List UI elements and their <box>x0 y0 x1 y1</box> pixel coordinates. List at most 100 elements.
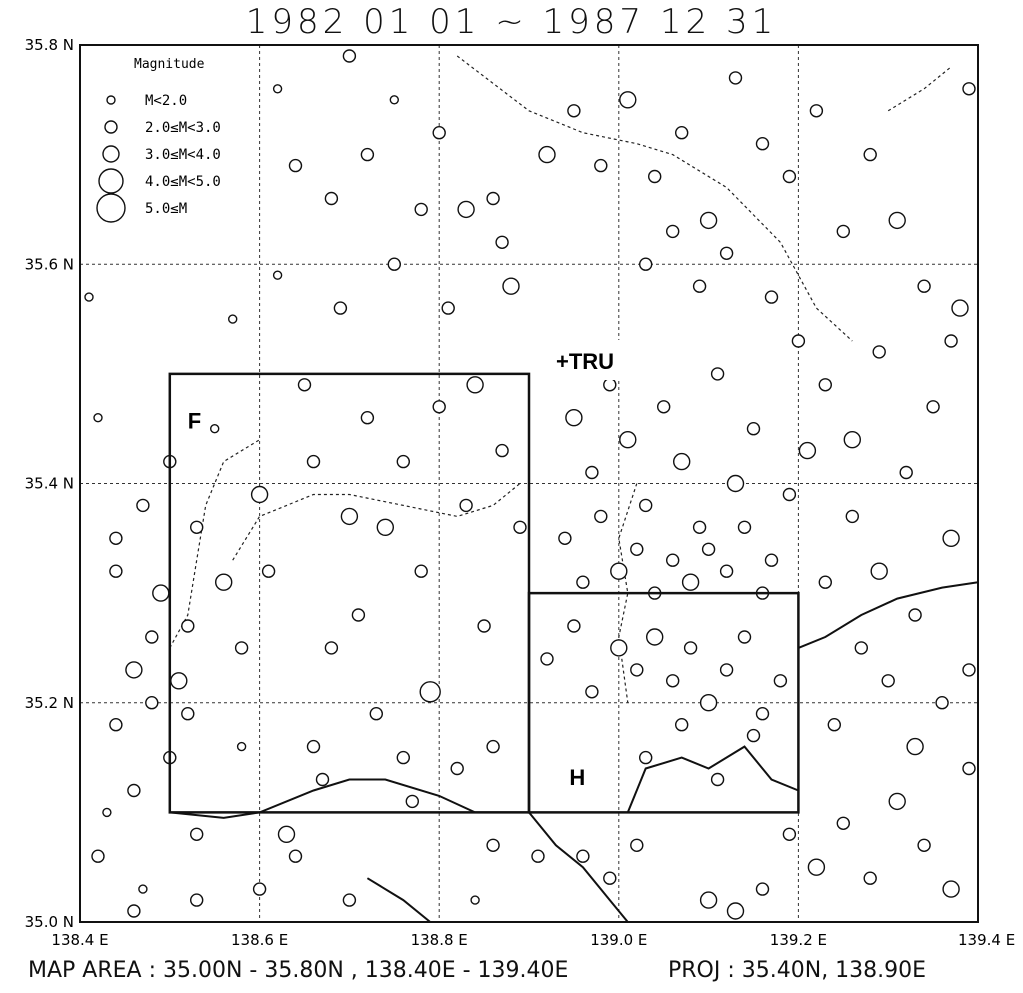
station-label-tru: +TRU <box>556 349 614 374</box>
epicenter-marker <box>181 619 195 633</box>
projection-caption: PROJ : 35.40N, 138.90E <box>668 958 927 983</box>
epicenter-marker <box>342 893 357 907</box>
coastline <box>169 581 979 923</box>
epicenter-marker <box>908 608 922 622</box>
epicenter-marker <box>288 849 303 863</box>
epicenter-marker <box>926 400 940 414</box>
map-border <box>79 44 979 923</box>
epicenter-marker <box>699 694 718 712</box>
epicenter-marker <box>236 741 247 752</box>
epicenter-marker <box>917 838 931 852</box>
epicenter-marker <box>432 400 446 414</box>
epicenter-marker <box>692 279 707 293</box>
epicenter-marker <box>666 553 680 567</box>
epicenter-marker <box>576 849 590 863</box>
epicenter-marker <box>109 718 123 732</box>
epicenter-marker <box>470 895 480 905</box>
region-box-f <box>168 372 531 814</box>
epicenter-marker <box>558 531 572 545</box>
lat-tick-label: 35.2 N <box>25 694 74 712</box>
epicenter-marker <box>576 575 590 589</box>
epicenter-marker <box>764 553 779 567</box>
epicenter-marker <box>324 191 339 206</box>
epicenter-marker <box>333 301 348 315</box>
epicenter-marker <box>782 487 797 502</box>
epicenter-marker <box>646 628 664 646</box>
epicenter-marker <box>234 641 249 655</box>
epicenter-marker <box>486 191 500 206</box>
epicenter-marker <box>701 542 716 556</box>
epicenter-marker <box>189 520 204 534</box>
epicenter-marker <box>818 575 832 589</box>
prefecture-boundary-line <box>618 483 638 703</box>
epicenter-marker <box>657 400 671 414</box>
epicenter-marker <box>962 761 976 776</box>
epicenter-marker <box>630 838 644 852</box>
lon-tick-label: 139.0 E <box>590 931 647 949</box>
epicenter-marker <box>845 509 859 524</box>
lon-tick-label: 139.2 E <box>770 931 827 949</box>
epicenter-marker <box>351 608 366 622</box>
map-frame <box>79 44 979 923</box>
epicenter-marker <box>610 562 628 580</box>
map-title: 1982 01 01 ~ 1987 12 31 <box>245 2 778 42</box>
epicenter-marker <box>189 893 204 907</box>
lat-tick-label: 35.0 N <box>25 913 74 931</box>
prefecture-boundary-line <box>456 55 853 342</box>
epicenter-marker <box>872 345 886 359</box>
epicenter-marker <box>91 849 105 863</box>
epicenter-marker <box>755 136 770 151</box>
epicenter-marker <box>888 792 906 811</box>
epicenter-marker <box>863 871 877 885</box>
epicenter-marker <box>567 619 581 633</box>
prefecture-boundary-line <box>232 483 521 561</box>
epicenter-marker <box>917 279 931 293</box>
epicenter-marker <box>906 737 924 756</box>
coastline-segment <box>528 811 629 923</box>
epicenter-marker <box>585 685 599 699</box>
epicenter-marker <box>181 707 195 721</box>
epicenter-marker <box>675 718 689 732</box>
epicenter-marker <box>138 884 148 894</box>
coastline-segment <box>798 581 979 649</box>
epicenter-marker <box>214 573 233 591</box>
epicenter-marker <box>619 91 637 109</box>
epicenter-marker <box>951 299 969 317</box>
epicenter-marker <box>836 816 850 830</box>
epicenter-marker <box>603 871 617 885</box>
epicenter-marker <box>342 49 357 63</box>
epicenter-marker <box>737 630 752 644</box>
epicenter-marker <box>495 443 509 458</box>
epicenter-marker <box>782 169 797 184</box>
epicenter-marker <box>109 531 123 545</box>
epicenter-marker <box>419 681 441 703</box>
epicenter-marker <box>881 674 895 688</box>
legend-label: 5.0≤M <box>145 201 187 217</box>
epicenter-marker <box>513 520 527 534</box>
epicenter-marker <box>252 882 267 896</box>
lat-tick-label: 35.6 N <box>25 255 74 273</box>
epicenter-marker <box>272 270 283 280</box>
station-marker: +TRU <box>548 340 658 380</box>
epicenter-marker <box>962 82 976 96</box>
epicenter-marker <box>870 562 888 580</box>
epicenter-marker <box>414 564 428 578</box>
legend-label: M<2.0 <box>145 93 187 109</box>
epicenter-marker <box>728 71 743 85</box>
epicenter-marker <box>699 211 718 230</box>
epicenter-marker <box>798 441 817 460</box>
epicenter-marker <box>227 314 238 324</box>
epicenter-marker <box>414 202 428 217</box>
magnitude-legend: Magnitude M<2.0 2.0≤M<3.0 3.0≤M<4.0 4.0≤M<5… <box>86 48 256 243</box>
epicenter-marker <box>782 827 797 841</box>
lat-tick-label: 35.8 N <box>25 36 74 54</box>
epicenter-marker <box>127 904 141 918</box>
epicenter-marker <box>719 663 734 677</box>
epicenter-marker <box>863 147 877 162</box>
epicenter-marker <box>102 807 112 818</box>
map-area-caption: MAP AREA : 35.00N - 35.80N , 138.40E - 1… <box>28 958 569 983</box>
epicenter-marker <box>457 200 475 219</box>
coastline-segment <box>366 877 431 923</box>
epicenter-marker <box>585 465 599 480</box>
